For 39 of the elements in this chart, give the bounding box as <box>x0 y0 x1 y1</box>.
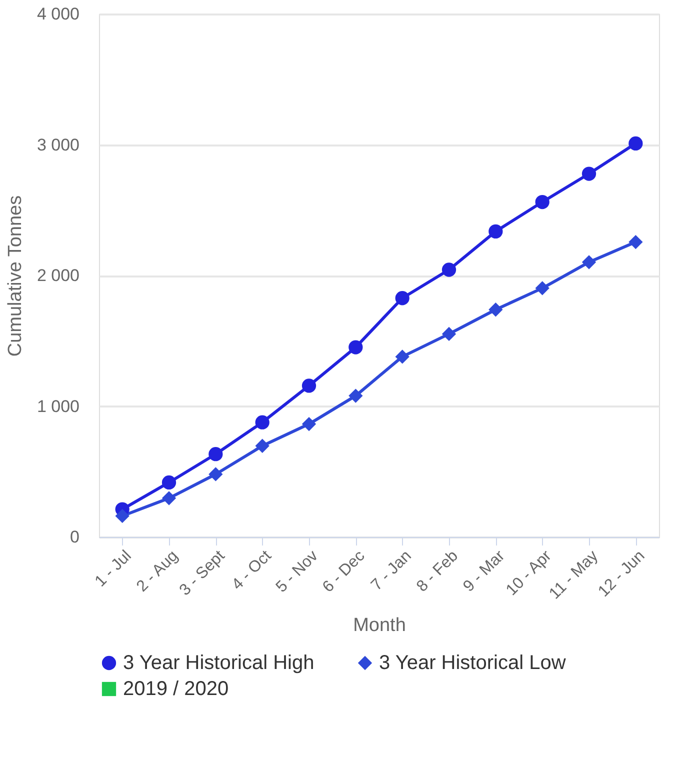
point <box>115 508 130 524</box>
point <box>488 302 503 317</box>
x-tick-label: 1 - Jul <box>92 548 135 590</box>
point <box>582 255 596 270</box>
y-axis-title: Cumulative Tonnes <box>4 195 26 357</box>
point <box>442 262 456 277</box>
point <box>628 234 643 250</box>
legend-label: 2019 / 2020 <box>123 678 229 700</box>
point <box>208 447 223 462</box>
point <box>628 136 643 150</box>
legend-label: 3 Year Historical High <box>123 652 314 674</box>
point <box>395 350 410 364</box>
legend-label: 3 Year Historical Low <box>379 652 566 674</box>
point <box>488 224 503 238</box>
point <box>162 491 176 506</box>
x-tick-label: 6 - Dec <box>320 548 368 596</box>
x-tick-label: 7 - Jan <box>368 548 415 594</box>
y-tick-label: 3 000 <box>36 135 80 154</box>
point <box>395 291 410 306</box>
point <box>255 415 270 430</box>
x-tick-label: 4 - Oct <box>228 547 276 594</box>
x-axis-title: Month <box>353 614 406 636</box>
y-tick-label: 4 000 <box>36 4 80 24</box>
y-tick-label: 0 <box>70 528 80 546</box>
point <box>442 326 456 342</box>
point <box>535 194 550 210</box>
point <box>302 378 316 393</box>
point <box>535 281 550 296</box>
x-tick-label: 5 - Nov <box>273 548 322 596</box>
y-tick-label: 1 000 <box>36 396 80 416</box>
point <box>582 166 596 181</box>
point <box>348 388 363 403</box>
point <box>348 340 363 354</box>
point <box>255 438 270 453</box>
y-tick-label: 2 000 <box>36 266 80 285</box>
point <box>302 416 316 432</box>
x-tick-label: 8 - Feb <box>414 547 462 596</box>
point <box>162 475 176 490</box>
point <box>208 467 223 482</box>
